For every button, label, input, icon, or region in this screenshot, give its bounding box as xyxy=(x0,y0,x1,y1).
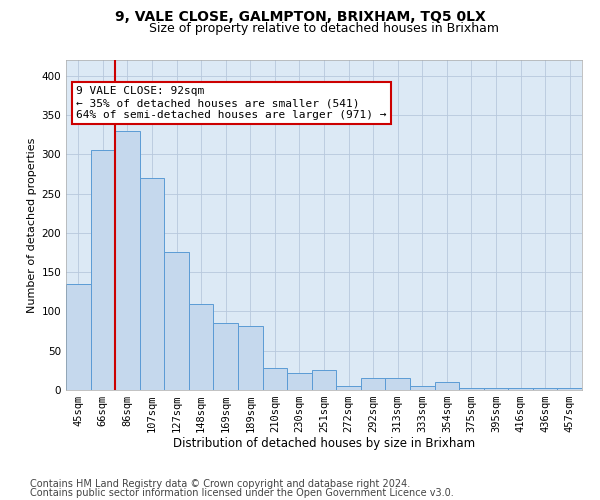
Bar xyxy=(140,178,164,390)
X-axis label: Distribution of detached houses by size in Brixham: Distribution of detached houses by size … xyxy=(173,436,475,450)
Bar xyxy=(533,388,557,390)
Text: Contains HM Land Registry data © Crown copyright and database right 2024.: Contains HM Land Registry data © Crown c… xyxy=(30,479,410,489)
Bar xyxy=(263,368,287,390)
Title: Size of property relative to detached houses in Brixham: Size of property relative to detached ho… xyxy=(149,22,499,35)
Bar xyxy=(91,150,115,390)
Bar xyxy=(385,378,410,390)
Bar xyxy=(484,388,508,390)
Bar xyxy=(434,382,459,390)
Bar xyxy=(238,326,263,390)
Bar xyxy=(164,252,189,390)
Bar xyxy=(189,304,214,390)
Bar xyxy=(66,284,91,390)
Y-axis label: Number of detached properties: Number of detached properties xyxy=(27,138,37,312)
Bar xyxy=(410,386,434,390)
Bar xyxy=(312,370,336,390)
Bar xyxy=(459,388,484,390)
Bar xyxy=(361,378,385,390)
Bar xyxy=(115,130,140,390)
Bar xyxy=(508,388,533,390)
Text: 9, VALE CLOSE, GALMPTON, BRIXHAM, TQ5 0LX: 9, VALE CLOSE, GALMPTON, BRIXHAM, TQ5 0L… xyxy=(115,10,485,24)
Text: 9 VALE CLOSE: 92sqm
← 35% of detached houses are smaller (541)
64% of semi-detac: 9 VALE CLOSE: 92sqm ← 35% of detached ho… xyxy=(76,86,387,120)
Bar xyxy=(287,372,312,390)
Bar xyxy=(214,323,238,390)
Bar xyxy=(336,386,361,390)
Text: Contains public sector information licensed under the Open Government Licence v3: Contains public sector information licen… xyxy=(30,488,454,498)
Bar xyxy=(557,388,582,390)
